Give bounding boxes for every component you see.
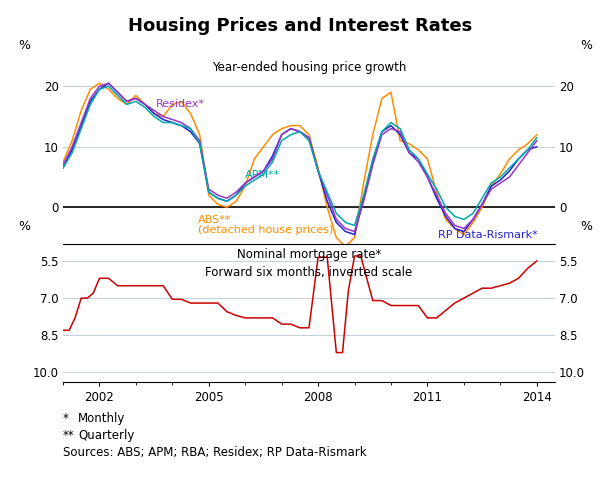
Text: APM**: APM** [245,170,280,180]
Text: ABS**: ABS** [198,215,231,225]
Text: %: % [580,220,592,232]
Text: *: * [63,412,69,425]
Text: Housing Prices and Interest Rates: Housing Prices and Interest Rates [128,17,472,35]
Text: **: ** [63,429,75,442]
Text: Nominal mortgage rate*
Forward six months, inverted scale: Nominal mortgage rate* Forward six month… [205,248,413,279]
Text: %: % [19,39,31,52]
Text: %: % [580,39,592,52]
Text: Monthly: Monthly [78,412,125,425]
Text: Year-ended housing price growth: Year-ended housing price growth [212,61,406,74]
Text: Residex*: Residex* [156,99,205,109]
Text: Quarterly: Quarterly [78,429,134,442]
Text: RP Data-Rismark*: RP Data-Rismark* [439,230,538,240]
Text: (detached house prices): (detached house prices) [198,225,333,236]
Text: Sources: ABS; APM; RBA; Residex; RP Data-Rismark: Sources: ABS; APM; RBA; Residex; RP Data… [63,446,367,459]
Text: %: % [19,220,31,232]
